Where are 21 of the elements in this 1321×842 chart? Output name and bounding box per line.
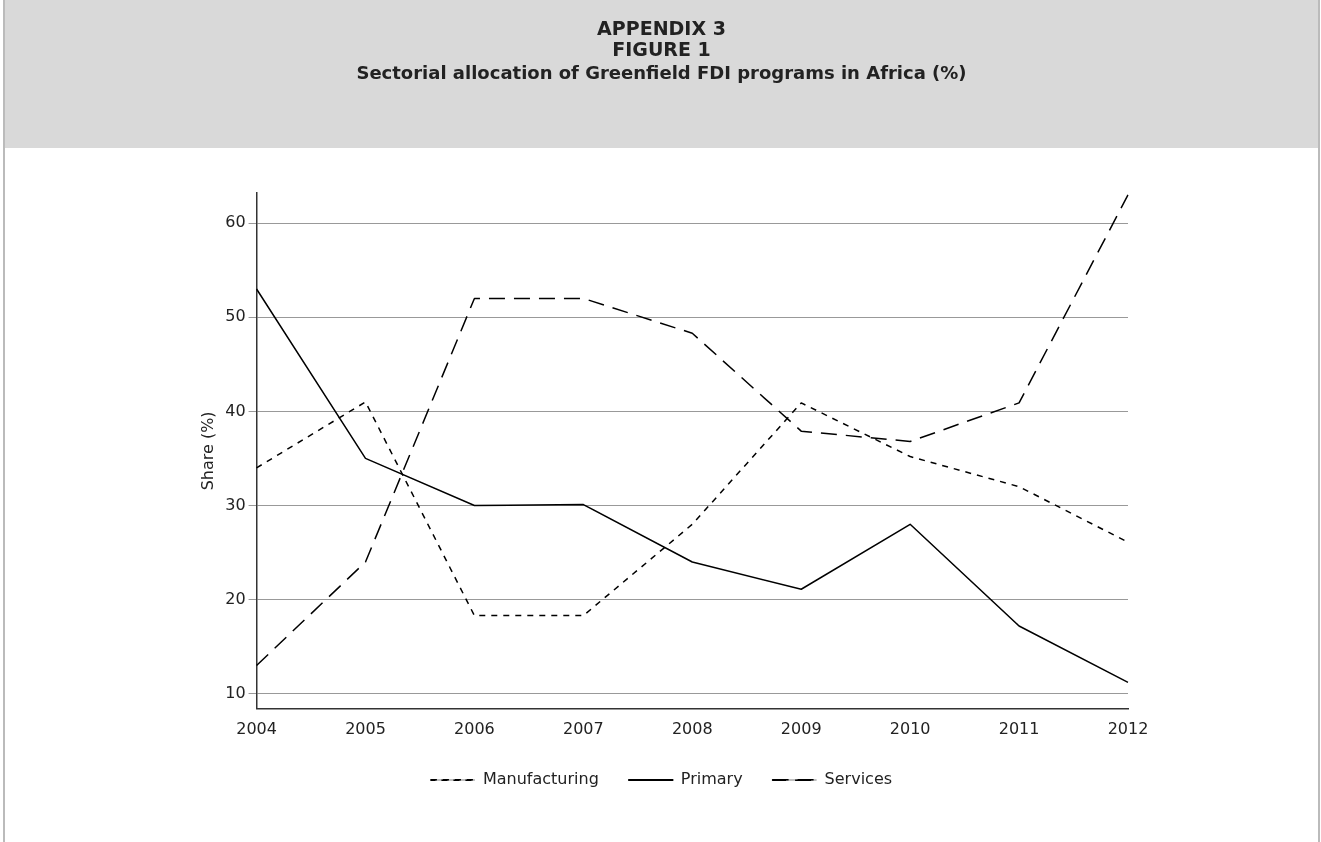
y-tick-label: 10: [225, 682, 246, 702]
x-tick-label: 2009: [780, 718, 822, 738]
x-tick-label: 2011: [998, 718, 1040, 738]
x-tick-label: 2012: [1107, 718, 1149, 738]
x-tick-label: 2006: [454, 718, 495, 738]
y-axis-title: Share (%): [197, 411, 217, 491]
legend-label: Primary: [680, 769, 743, 789]
legend-label: Manufacturing: [482, 769, 599, 789]
x-tick-label: 2010: [889, 718, 931, 738]
y-tick-label: 20: [225, 588, 246, 608]
chart-subtitle: Sectorial allocation of Greenfield FDI programs in Africa (%): [355, 62, 968, 83]
x-tick-label: 2007: [562, 718, 604, 738]
y-tick-label: 60: [225, 212, 246, 232]
y-tick-label: 30: [225, 494, 246, 514]
x-tick-label: 2008: [671, 718, 713, 738]
chart-title: APPENDIX 3 FIGURE 1: [596, 17, 727, 60]
legend-label: Services: [824, 769, 893, 789]
x-tick-label: 2004: [236, 718, 277, 738]
y-tick-label: 40: [225, 400, 246, 420]
x-tick-label: 2005: [345, 718, 386, 738]
y-tick-label: 50: [225, 306, 246, 326]
